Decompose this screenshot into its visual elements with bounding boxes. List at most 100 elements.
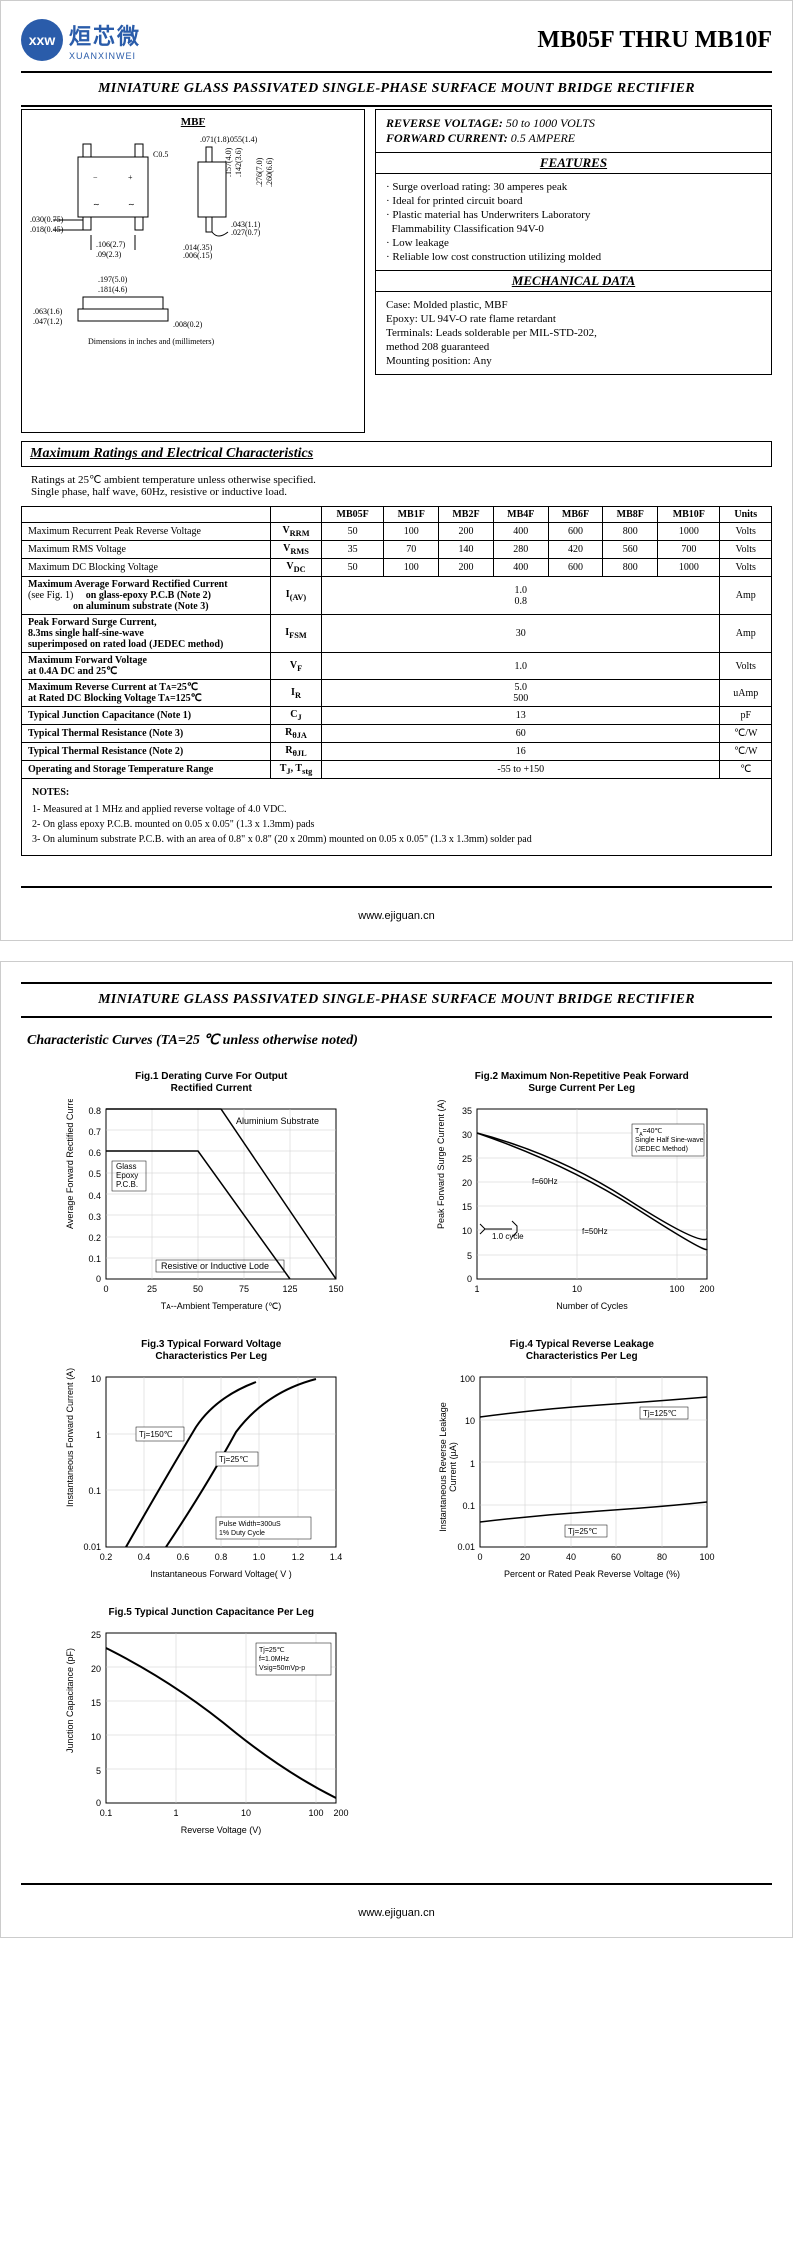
- svg-text:0: 0: [467, 1274, 472, 1284]
- svg-text:75: 75: [239, 1284, 249, 1294]
- svg-text:15: 15: [91, 1698, 101, 1708]
- svg-text:0.5: 0.5: [89, 1169, 102, 1179]
- ratings-table: MB05FMB1FMB2FMB4FMB6FMB8FMB10FUnits Maxi…: [21, 506, 772, 779]
- feat-3: Flammability Classification 94V-0: [386, 222, 761, 236]
- svg-text:Vsig=50mVp-p: Vsig=50mVp-p: [259, 1665, 305, 1672]
- fig1-title: Fig.1 Derating Curve For OutputRectified…: [135, 1071, 287, 1095]
- mech-3: method 208 guaranteed: [386, 340, 761, 354]
- mech-box: Case: Molded plastic, MBF Epoxy: UL 94V-…: [375, 292, 772, 375]
- svg-text:∼: ∼: [93, 200, 100, 209]
- svg-text:0.2: 0.2: [100, 1552, 113, 1562]
- svg-text:Current (µA): Current (µA): [448, 1442, 458, 1492]
- svg-text:10: 10: [91, 1374, 101, 1384]
- logo-badge: xxw: [21, 19, 63, 61]
- mech-1: Epoxy: UL 94V-O rate flame retardant: [386, 312, 761, 326]
- svg-text:Junction Capacitance (pF): Junction Capacitance (pF): [65, 1648, 75, 1753]
- mech-4: Mounting position: Any: [386, 354, 761, 368]
- feat-0: · Surge overload rating: 30 amperes peak: [386, 180, 761, 194]
- svg-text:0.7: 0.7: [89, 1127, 102, 1137]
- mech-2: Terminals: Leads solderable per MIL-STD-…: [386, 326, 761, 340]
- svg-text:0: 0: [104, 1284, 109, 1294]
- subtitle: MINIATURE GLASS PASSIVATED SINGLE-PHASE …: [21, 75, 772, 103]
- feat-1: · Ideal for printed circuit board: [386, 194, 761, 208]
- svg-text:Number of Cycles: Number of Cycles: [556, 1301, 628, 1311]
- svg-text:Pulse Width=300uS: Pulse Width=300uS: [219, 1521, 281, 1528]
- svg-text:Tj=125℃: Tj=125℃: [643, 1409, 677, 1418]
- svg-text:30: 30: [462, 1130, 472, 1140]
- svg-text:Glass: Glass: [116, 1162, 136, 1171]
- svg-text:−: −: [93, 173, 98, 182]
- svg-text:10: 10: [241, 1808, 251, 1818]
- svg-text:1.4: 1.4: [330, 1552, 343, 1562]
- footer: www.ejiguan.cn: [21, 890, 772, 922]
- svg-text:0: 0: [96, 1798, 101, 1808]
- svg-text:C0.5: C0.5: [153, 150, 168, 159]
- svg-text:50: 50: [193, 1284, 203, 1294]
- fig2: Fig.2 Maximum Non-Repetitive Peak Forwar…: [412, 1071, 753, 1319]
- svg-text:Peak Forward Surge Current (A): Peak Forward Surge Current (A): [436, 1099, 446, 1229]
- svg-text:10: 10: [572, 1284, 582, 1294]
- svg-text:Tj=25℃: Tj=25℃: [259, 1647, 285, 1654]
- svg-text:0.8: 0.8: [89, 1106, 102, 1116]
- svg-text:35: 35: [462, 1106, 472, 1116]
- rv-label: REVERSE VOLTAGE:: [386, 116, 503, 130]
- charts-grid: Fig.1 Derating Curve For OutputRectified…: [21, 1061, 772, 1853]
- svg-text:0.01: 0.01: [84, 1542, 102, 1552]
- features-head: FEATURES: [375, 153, 772, 174]
- max-note: Ratings at 25℃ ambient temperature unles…: [21, 467, 772, 504]
- svg-text:f=1.0MHz: f=1.0MHz: [259, 1656, 290, 1663]
- fig3-title: Fig.3 Typical Forward VoltageCharacteris…: [141, 1339, 281, 1363]
- svg-text:25: 25: [462, 1154, 472, 1164]
- svg-text:80: 80: [657, 1552, 667, 1562]
- footer-2: www.ejiguan.cn: [21, 1887, 772, 1919]
- svg-text:10: 10: [462, 1226, 472, 1236]
- logo-en: XUANXINWEI: [69, 51, 141, 61]
- svg-text:0.01: 0.01: [457, 1542, 475, 1552]
- svg-text:25: 25: [147, 1284, 157, 1294]
- svg-text:200: 200: [334, 1808, 349, 1818]
- svg-text:0.6: 0.6: [177, 1552, 190, 1562]
- svg-text:0.3: 0.3: [89, 1212, 102, 1222]
- mech-0: Case: Molded plastic, MBF: [386, 298, 761, 312]
- svg-text:Instantaneous Forward Current: Instantaneous Forward Current (A): [65, 1368, 75, 1507]
- top-row: MBF −+ ∼∼ .030(0.75).018(0.45) .106(2.7)…: [21, 109, 772, 433]
- fig4: Fig.4 Typical Reverse LeakageCharacteris…: [412, 1339, 753, 1587]
- diagram-svg: −+ ∼∼ .030(0.75).018(0.45) .106(2.7).09(…: [28, 132, 344, 402]
- svg-text:0.6: 0.6: [89, 1148, 102, 1158]
- svg-text:1% Duty Cycle: 1% Duty Cycle: [219, 1530, 265, 1537]
- svg-text:0.2: 0.2: [89, 1233, 102, 1243]
- part-number: MB05F THRU MB10F: [537, 27, 772, 54]
- svg-text:0: 0: [96, 1274, 101, 1284]
- svg-text:P.C.B.: P.C.B.: [116, 1180, 138, 1189]
- fig3: Fig.3 Typical Forward VoltageCharacteris…: [41, 1339, 382, 1587]
- notes: NOTES: 1- Measured at 1 MHz and applied …: [21, 779, 772, 856]
- svg-text:0.4: 0.4: [89, 1191, 102, 1201]
- svg-text:(JEDEC Method): (JEDEC Method): [635, 1146, 688, 1153]
- svg-text:0.1: 0.1: [89, 1486, 102, 1496]
- svg-text:10: 10: [91, 1732, 101, 1742]
- fig5-title: Fig.5 Typical Junction Capacitance Per L…: [109, 1607, 314, 1619]
- svg-text:f=60Hz: f=60Hz: [532, 1177, 558, 1186]
- svg-text:.071(1.8): .071(1.8): [200, 135, 230, 144]
- feat-2: · Plastic material has Underwriters Labo…: [386, 208, 761, 222]
- pkg-label: MBF: [28, 116, 358, 128]
- fig1: Fig.1 Derating Curve For OutputRectified…: [41, 1071, 382, 1319]
- svg-text:.276(7.0): .276(7.0): [255, 157, 264, 187]
- svg-text:1: 1: [470, 1459, 475, 1469]
- svg-text:40: 40: [566, 1552, 576, 1562]
- feat-5: · Reliable low cost construction utilizi…: [386, 250, 761, 264]
- svg-text:.063(1.6): .063(1.6): [33, 307, 63, 316]
- svg-text:0.1: 0.1: [89, 1254, 102, 1264]
- spec-box: REVERSE VOLTAGE: 50 to 1000 VOLTS FORWAR…: [375, 109, 772, 153]
- svg-text:20: 20: [520, 1552, 530, 1562]
- svg-text:Tj=25℃: Tj=25℃: [568, 1527, 597, 1536]
- fig5: Fig.5 Typical Junction Capacitance Per L…: [41, 1607, 382, 1843]
- curves-title: Characteristic Curves (TA=25 ℃ unless ot…: [21, 1020, 772, 1061]
- svg-text:100: 100: [309, 1808, 324, 1818]
- svg-text:150: 150: [329, 1284, 344, 1294]
- fig2-title: Fig.2 Maximum Non-Repetitive Peak Forwar…: [475, 1071, 689, 1095]
- package-diagram: MBF −+ ∼∼ .030(0.75).018(0.45) .106(2.7)…: [21, 109, 365, 433]
- svg-text:+: +: [128, 173, 133, 182]
- svg-text:0.8: 0.8: [215, 1552, 228, 1562]
- svg-text:25: 25: [91, 1630, 101, 1640]
